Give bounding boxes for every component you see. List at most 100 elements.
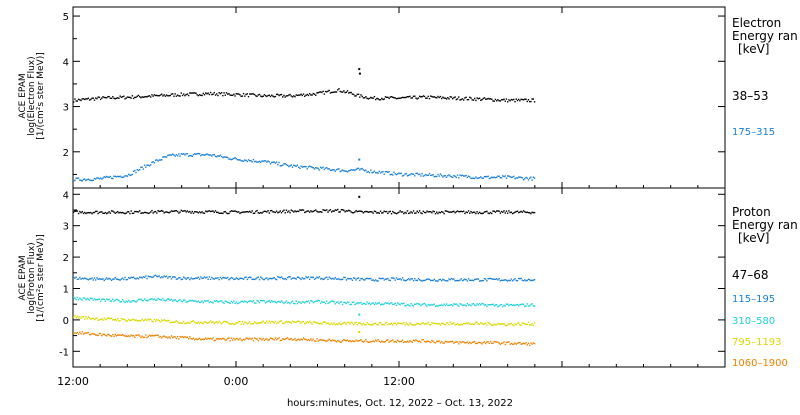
proton-point bbox=[323, 278, 326, 280]
electron-point bbox=[79, 179, 81, 181]
proton-point bbox=[157, 319, 159, 321]
electron-point bbox=[500, 177, 503, 179]
electron-point bbox=[224, 94, 226, 96]
proton-point bbox=[322, 301, 324, 304]
proton-point bbox=[515, 279, 517, 282]
proton-point bbox=[96, 334, 98, 336]
proton-point bbox=[173, 210, 175, 212]
proton-point bbox=[410, 278, 412, 280]
proton-point bbox=[461, 210, 464, 213]
electron-point bbox=[118, 97, 120, 99]
proton-point bbox=[475, 278, 477, 281]
proton-point bbox=[274, 278, 277, 280]
electron-point bbox=[418, 95, 421, 98]
proton-point bbox=[340, 301, 343, 303]
proton-point bbox=[521, 322, 524, 324]
electron-point bbox=[514, 178, 516, 180]
electron-point bbox=[131, 95, 134, 97]
proton-point bbox=[192, 212, 195, 214]
proton-point bbox=[321, 277, 323, 280]
proton-legend-unit: [keV] bbox=[738, 231, 769, 245]
proton-point bbox=[295, 339, 297, 342]
proton-point bbox=[216, 320, 218, 323]
proton-point bbox=[407, 324, 410, 326]
proton-point bbox=[293, 277, 295, 279]
proton-point bbox=[92, 299, 94, 301]
proton-point bbox=[450, 323, 453, 325]
proton-point bbox=[337, 278, 339, 280]
electron-point bbox=[494, 176, 497, 179]
proton-point bbox=[405, 341, 407, 343]
electron-point bbox=[312, 167, 315, 169]
proton-point bbox=[321, 323, 323, 325]
proton-point bbox=[492, 342, 494, 344]
proton-point bbox=[509, 303, 511, 306]
proton-point bbox=[328, 209, 330, 212]
electron-outlier-point bbox=[358, 72, 361, 75]
electron-point bbox=[142, 168, 145, 170]
proton-point bbox=[420, 341, 422, 344]
proton-point bbox=[521, 211, 524, 213]
proton-point bbox=[423, 323, 426, 325]
proton-point bbox=[176, 278, 179, 280]
proton-point bbox=[95, 334, 97, 336]
proton-point bbox=[513, 279, 515, 281]
proton-point bbox=[395, 341, 398, 343]
proton-point bbox=[272, 211, 274, 213]
proton-point bbox=[106, 212, 108, 215]
proton-point bbox=[326, 322, 328, 325]
proton-point bbox=[438, 278, 440, 281]
proton-point bbox=[183, 210, 185, 212]
electron-point bbox=[361, 95, 363, 98]
proton-point bbox=[124, 212, 126, 215]
electron-point bbox=[169, 154, 171, 156]
electron-point bbox=[327, 90, 329, 92]
proton-point bbox=[126, 278, 129, 281]
proton-point bbox=[520, 303, 522, 306]
proton-point bbox=[102, 319, 104, 321]
electron-point bbox=[101, 97, 103, 99]
proton-point bbox=[469, 279, 471, 282]
proton-point bbox=[478, 280, 481, 282]
proton-point bbox=[476, 211, 478, 213]
proton-point bbox=[90, 297, 92, 299]
proton-point bbox=[398, 303, 400, 305]
electron-point bbox=[301, 94, 304, 97]
proton-point bbox=[184, 210, 186, 212]
electron-point bbox=[201, 153, 203, 156]
proton-point bbox=[361, 210, 363, 213]
electron-point bbox=[280, 93, 283, 96]
proton-point bbox=[121, 298, 124, 301]
electron-point bbox=[458, 96, 460, 98]
proton-point bbox=[217, 211, 219, 214]
proton-point bbox=[219, 212, 222, 214]
proton-point bbox=[390, 212, 393, 215]
proton-point bbox=[447, 341, 449, 343]
proton-point bbox=[181, 335, 184, 338]
electron-point bbox=[148, 165, 151, 167]
proton-point bbox=[197, 212, 200, 214]
proton-point bbox=[332, 339, 334, 341]
proton-point bbox=[339, 301, 341, 303]
proton-point bbox=[229, 323, 231, 325]
proton-point bbox=[339, 341, 341, 343]
proton-point bbox=[422, 279, 425, 282]
electron-point bbox=[249, 159, 251, 162]
proton-point bbox=[253, 278, 256, 281]
proton-point bbox=[172, 321, 174, 323]
proton-point bbox=[168, 298, 170, 300]
proton-point bbox=[323, 321, 326, 323]
proton-point bbox=[135, 301, 137, 303]
electron-point bbox=[428, 97, 431, 100]
electron-point bbox=[156, 159, 158, 161]
proton-point bbox=[345, 210, 348, 212]
electron-point bbox=[147, 95, 149, 97]
proton-point bbox=[350, 321, 352, 324]
electron-point bbox=[99, 177, 102, 179]
electron-point bbox=[319, 91, 322, 93]
proton-point bbox=[306, 321, 308, 323]
electron-point bbox=[143, 96, 146, 98]
proton-point bbox=[260, 338, 262, 340]
electron-point bbox=[498, 175, 500, 177]
proton-point bbox=[114, 276, 116, 279]
